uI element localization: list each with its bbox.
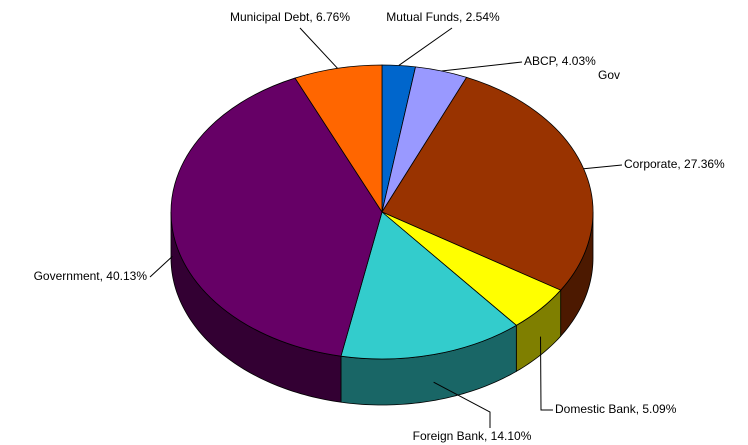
data-label: ABCP, 4.03% — [524, 54, 596, 68]
pie-slice — [294, 64, 383, 214]
pie-slice — [340, 211, 518, 360]
pie-slice — [381, 76, 594, 291]
data-label: Government, 40.13% — [34, 269, 148, 283]
leader-line — [299, 27, 338, 69]
leader-line — [441, 61, 523, 72]
data-label: Municipal Debt, 6.76% — [230, 10, 350, 24]
data-label: Domestic Bank, 5.09% — [555, 402, 677, 416]
leader-line — [540, 336, 553, 411]
data-label: Mutual Funds, 2.54% — [386, 10, 500, 24]
leader-line — [398, 27, 453, 66]
data-label: Foreign Bank, 14.10% — [413, 429, 532, 443]
pie-slice — [170, 77, 383, 357]
leader-line — [433, 381, 491, 428]
pie-tops — [170, 64, 594, 360]
chart-title: Gov — [598, 68, 620, 82]
leader-line — [149, 256, 173, 278]
leader-line — [583, 164, 623, 170]
data-label: Corporate, 27.36% — [624, 157, 725, 171]
